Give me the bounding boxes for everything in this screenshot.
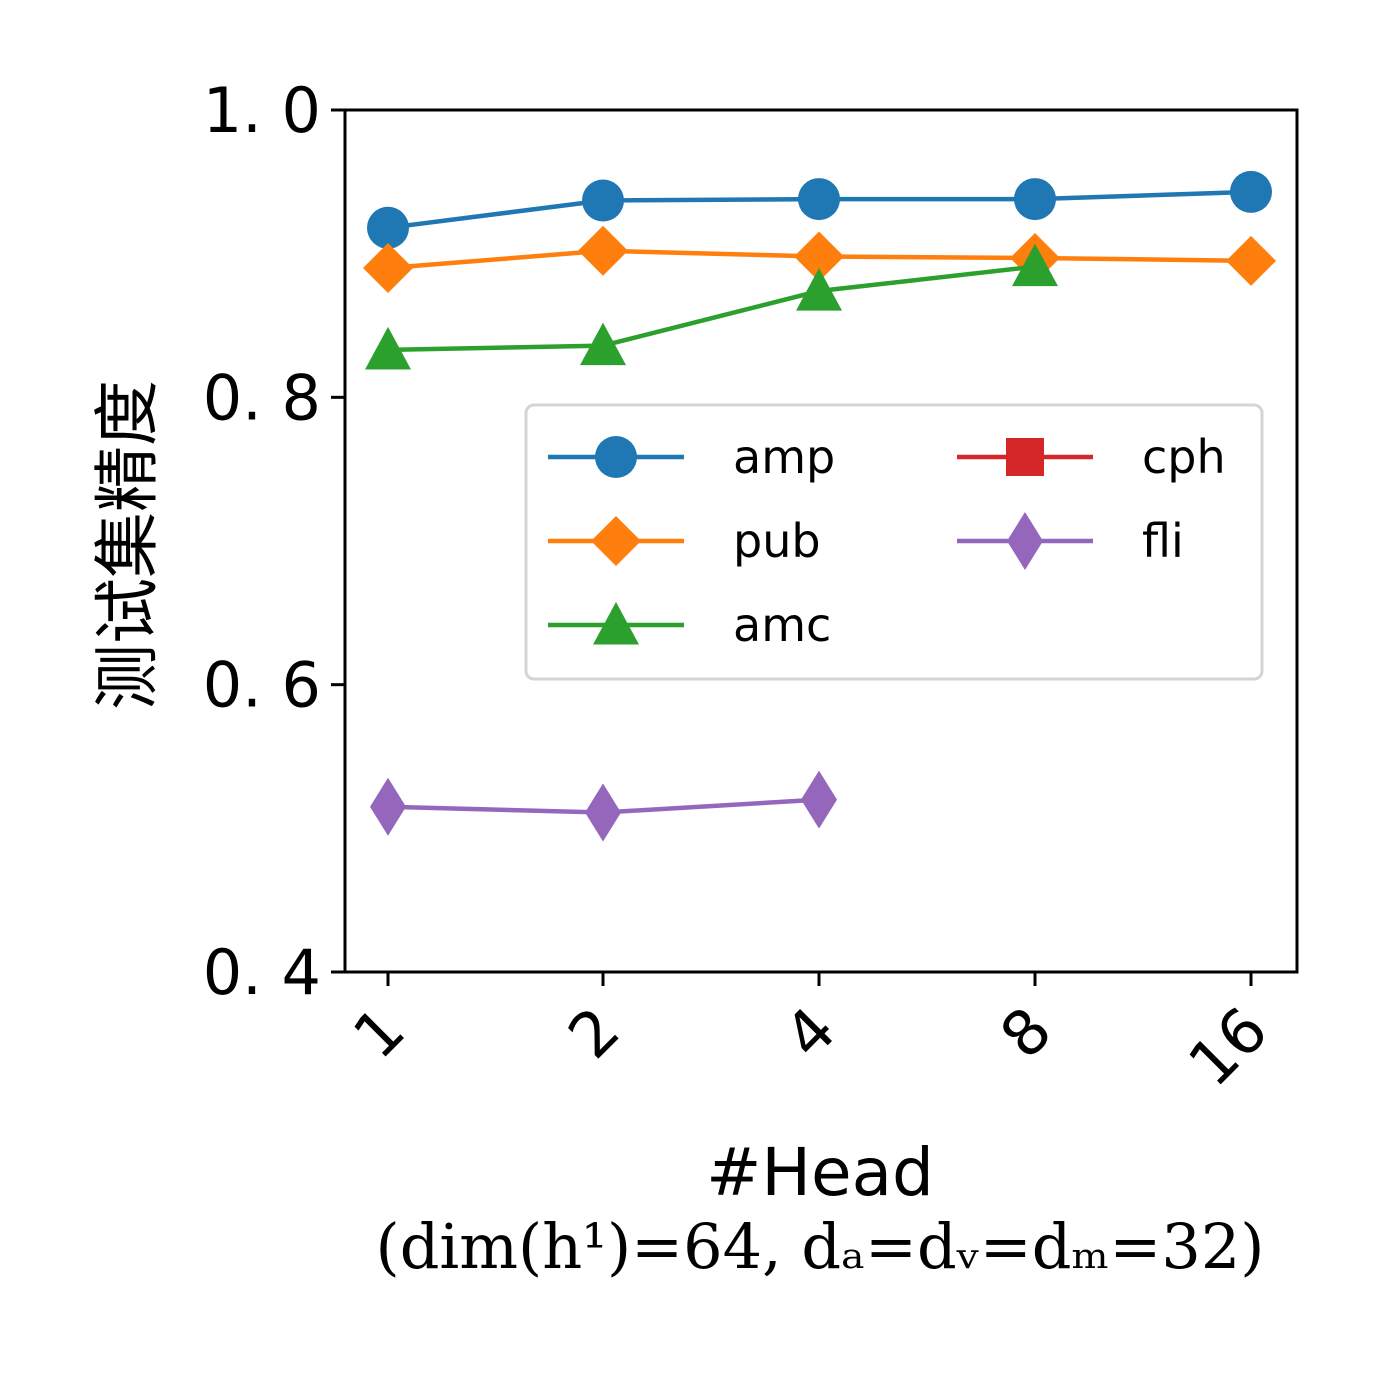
data-point-pub: [1226, 235, 1276, 286]
legend-item-amp: amp: [548, 430, 835, 484]
series-layer: [363, 170, 1276, 842]
legend-item-pub: pub: [548, 514, 821, 568]
data-point-fli: [801, 770, 837, 829]
x-tick-label: 4: [770, 993, 850, 1073]
x-tick-label: 8: [986, 993, 1066, 1073]
y-tick-label: 0. 4: [203, 936, 321, 1009]
legend-marker: [591, 516, 641, 566]
legend-label: fli: [1142, 514, 1184, 568]
y-axis: 0. 4 0. 6 0. 8 1. 0: [203, 74, 345, 1009]
legend-marker: [595, 436, 637, 478]
legend-marker: [593, 602, 639, 645]
data-point-pub: [363, 243, 413, 294]
data-point-amp: [798, 178, 840, 221]
x-tick-label: 16: [1174, 993, 1281, 1100]
data-point-pub: [794, 231, 844, 282]
data-point-amc: [580, 322, 626, 366]
legend-label: amc: [733, 598, 831, 652]
x-axis-subtitle: (dim(h¹)=64, dₐ=dᵥ=dₘ=32): [376, 1210, 1265, 1283]
y-tick-label: 0. 8: [203, 361, 321, 434]
series-line-amc: [387, 264, 1036, 353]
legend-label: cph: [1142, 430, 1226, 484]
legend-item-amc: amc: [548, 598, 831, 652]
data-point-amp: [1014, 178, 1056, 221]
legend-marker: [1007, 512, 1043, 570]
legend-box: [524, 403, 1264, 681]
series-amp: [367, 170, 1272, 249]
data-point-amc: [796, 268, 842, 311]
x-axis: 1 2 4 8 16: [339, 972, 1282, 1100]
legend-marker: [1006, 438, 1044, 476]
legend-label: amp: [733, 430, 835, 484]
legend-item-cph: cph: [957, 430, 1226, 484]
y-tick-label: 0. 6: [203, 649, 321, 722]
data-point-amp: [367, 206, 409, 249]
y-axis-title: 测试集精度: [89, 380, 166, 710]
legend: amp pub amc cph fli: [524, 403, 1264, 681]
data-point-fli: [370, 777, 406, 836]
data-point-amc: [1012, 243, 1058, 287]
series-fli: [370, 770, 837, 842]
legend-label: pub: [733, 514, 821, 568]
data-point-fli: [585, 783, 621, 842]
data-point-pub: [578, 225, 628, 276]
series-amc: [365, 243, 1058, 370]
data-point-amc: [365, 326, 411, 370]
x-axis-title: #Head: [706, 1134, 934, 1211]
legend-item-fli: fli: [957, 512, 1184, 570]
data-point-amp: [1230, 170, 1272, 213]
plot-frame: [343, 108, 1299, 974]
x-tick-label: 1: [339, 993, 419, 1073]
y-tick-label: 1. 0: [203, 74, 321, 147]
x-tick-label: 2: [554, 993, 634, 1073]
data-point-amp: [582, 179, 624, 222]
